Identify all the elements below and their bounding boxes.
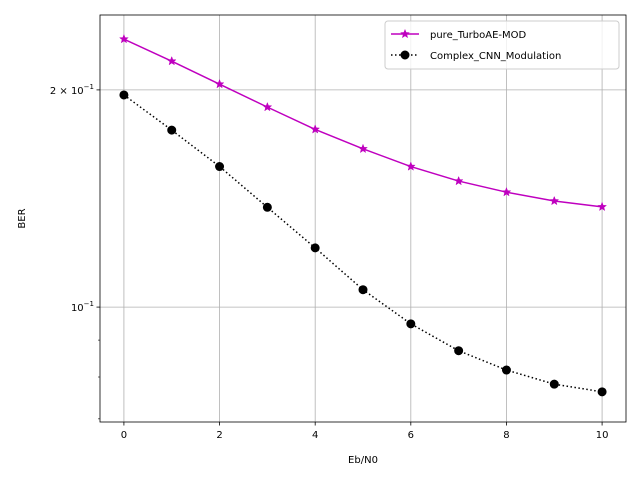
data-point <box>214 78 225 89</box>
data-point <box>167 125 177 135</box>
axis-ticks: 0 2 4 6 8 10 10−1 2 × 10−1 <box>50 83 609 441</box>
series-1 <box>118 33 608 212</box>
data-point <box>405 161 416 171</box>
data-point <box>406 319 416 329</box>
x-axis-label: Eb/N0 <box>348 455 378 466</box>
series-2 <box>119 90 607 397</box>
data-point <box>501 186 512 197</box>
y-tick-label: 10−1 <box>71 300 94 314</box>
data-point <box>166 55 177 66</box>
y-axis-label: BER <box>17 208 28 228</box>
legend-label: Complex_CNN_Modulation <box>430 51 561 62</box>
data-point <box>597 387 607 397</box>
data-point <box>597 201 608 212</box>
legend-marker <box>400 28 410 39</box>
legend-label: pure_TurboAE-MOD <box>430 30 527 41</box>
y-tick-label: 2 × 10−1 <box>50 83 94 97</box>
x-tick-label: 0 <box>121 430 127 441</box>
data-point <box>454 346 464 356</box>
data-point <box>501 365 511 375</box>
data-point <box>215 162 225 172</box>
data-point <box>262 101 273 112</box>
data-point <box>310 243 320 253</box>
x-tick-label: 2 <box>216 430 222 441</box>
data-point <box>358 285 368 295</box>
data-point <box>549 195 560 206</box>
data-point <box>119 90 129 100</box>
data-point <box>358 143 368 154</box>
grid-lines <box>100 15 626 422</box>
x-tick-label: 10 <box>596 430 609 441</box>
plot-frame <box>99 14 627 423</box>
data-point <box>549 379 559 389</box>
series-layer <box>118 33 608 397</box>
legend: pure_TurboAE-MOD Complex_CNN_Modulation <box>384 20 620 70</box>
x-tick-label: 6 <box>408 430 414 441</box>
legend-marker <box>400 50 410 60</box>
legend-box <box>384 20 620 70</box>
x-tick-label: 8 <box>503 430 509 441</box>
series-line <box>123 94 603 393</box>
x-tick-label: 4 <box>312 430 318 441</box>
data-point <box>118 33 129 44</box>
data-point <box>453 175 464 186</box>
data-point <box>262 202 272 212</box>
data-point <box>310 124 321 134</box>
